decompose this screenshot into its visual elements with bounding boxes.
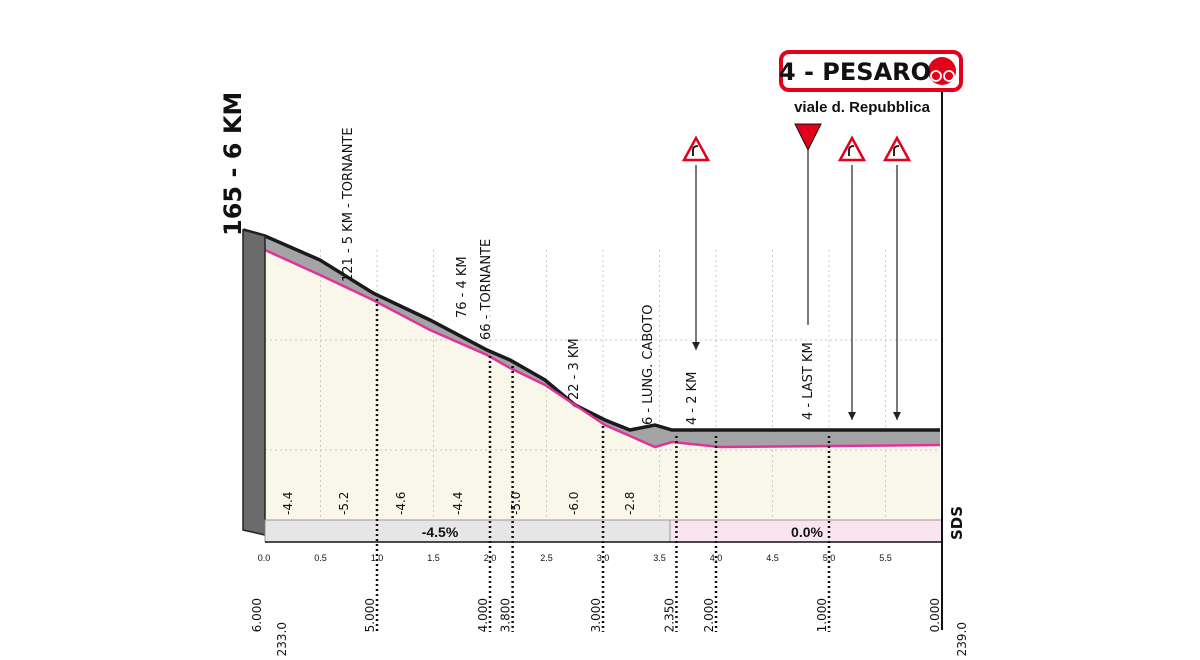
scale-label: 0.5: [314, 553, 327, 563]
scale-label: 0.0: [258, 553, 271, 563]
remaining-km: 4.000: [476, 598, 490, 632]
scale-label: 1.5: [427, 553, 440, 563]
remaining-km: 2.000: [702, 598, 716, 632]
scale-label: 2.5: [540, 553, 553, 563]
subtitle: viale d. Repubblica: [794, 99, 931, 116]
annotation: 6 - LUNG. CABOTO: [641, 305, 656, 425]
km-mark: km 233.0: [275, 622, 289, 660]
scale-label: 2.0: [484, 553, 497, 563]
annotation: 66 - TORNANTE: [479, 239, 494, 340]
curve-icon: [848, 145, 855, 156]
remaining-km: 3.800: [499, 598, 513, 632]
title: 4 - PESARO: [779, 58, 931, 86]
remaining-km: 3.000: [589, 598, 603, 632]
average-gradient: 0.0%: [791, 524, 823, 540]
remaining-km: 2.350: [662, 598, 676, 632]
remaining-km: 5.000: [363, 598, 377, 632]
annotation: 121 - 5 KM - TORNANTE: [341, 127, 356, 282]
scale-label: 3.5: [653, 553, 666, 563]
gradient-label: -5.2: [337, 492, 351, 515]
average-gradient: -4.5%: [422, 524, 459, 540]
remaining-km: 6.000: [250, 598, 264, 632]
km-mark: km 239.0: [955, 622, 969, 660]
scale-label: 4.0: [710, 553, 723, 563]
icon-wheel: [930, 70, 942, 82]
road-line: [264, 248, 941, 449]
arrow-head: [893, 412, 901, 420]
arrow-head: [692, 342, 700, 350]
warning-sign: [882, 135, 912, 162]
profile-line: [242, 228, 940, 432]
last-km-flag: [794, 123, 822, 152]
logo: SDS: [948, 506, 966, 540]
profile-area: [265, 250, 940, 520]
gradient-label: -5.0: [509, 492, 523, 515]
icon-wheel: [943, 70, 955, 82]
profile-wall: [242, 229, 266, 536]
scale-label: 5.0: [823, 553, 836, 563]
warning-sign: [681, 135, 711, 162]
gradient-label: -4.6: [394, 492, 408, 515]
markers: [375, 123, 912, 632]
annotation: 22 - 3 KM: [567, 338, 582, 400]
remaining-km: 1.000: [815, 598, 829, 632]
side-label: 165 - 6 KM: [219, 92, 247, 236]
gradient-bar-left: [264, 519, 671, 543]
title-box: [779, 50, 963, 92]
remaining-km: 0.000: [928, 598, 942, 632]
curve-icon: [692, 145, 699, 156]
annotation: 76 - 4 KM: [455, 256, 470, 318]
gradient-label: -2.8: [623, 492, 637, 515]
scale-label: 1.0: [371, 553, 384, 563]
gradient-label: -6.0: [567, 492, 581, 515]
arrow-head: [848, 412, 856, 420]
gradient-label: -4.4: [281, 492, 295, 515]
annotation: 4 - LAST KM: [801, 342, 816, 420]
scale-label: 4.5: [766, 553, 779, 563]
scale-label: 5.5: [879, 553, 892, 563]
finish-icon: [928, 57, 956, 85]
annotation: 4 - 2 KM: [685, 372, 700, 425]
scale-label: 3.0: [597, 553, 610, 563]
warning-sign: [837, 135, 867, 162]
curve-icon: [893, 145, 900, 156]
gradient-label: -4.4: [451, 492, 465, 515]
